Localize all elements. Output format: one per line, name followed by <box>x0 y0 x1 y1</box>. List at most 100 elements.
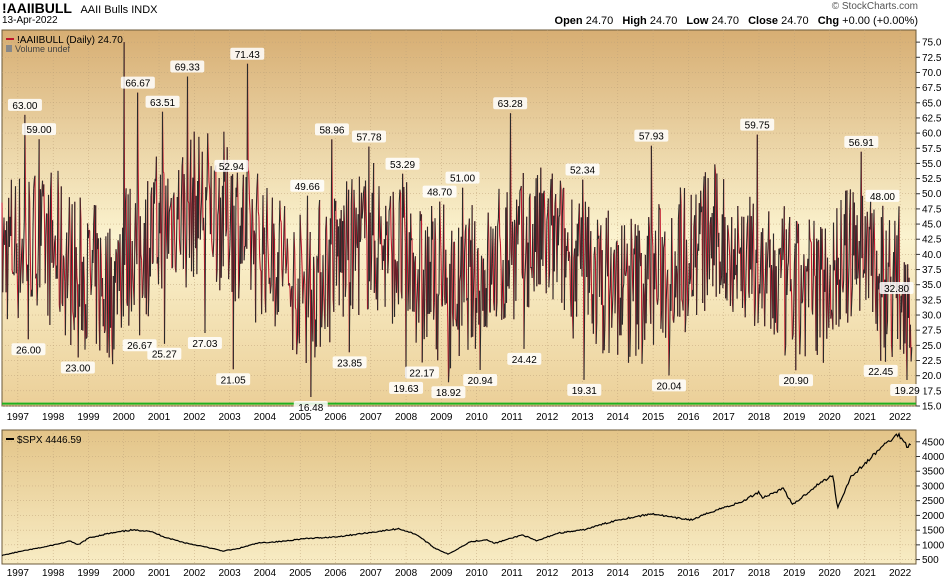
y-tick-label: 65.0 <box>922 98 942 109</box>
x-tick-label: 2001 <box>148 568 171 579</box>
value-annotation-bg <box>404 366 439 379</box>
x-tick-label: 2006 <box>324 568 347 579</box>
x-tick-label: 2000 <box>113 568 136 579</box>
value-annotation: 53.29 <box>390 160 415 171</box>
value-annotation-bg <box>314 123 349 136</box>
value-annotation-bg <box>22 123 57 136</box>
x-tick-label: 2019 <box>783 568 806 579</box>
value-annotation-bg <box>431 386 466 399</box>
value-annotation: 57.93 <box>639 132 664 143</box>
x-tick-label: 1998 <box>42 412 65 423</box>
y-tick-label: 3000 <box>922 481 945 492</box>
x-tick-label: 2003 <box>218 412 241 423</box>
y-tick-label: 2000 <box>922 511 945 522</box>
y-tick-label: 67.5 <box>922 83 942 94</box>
value-annotation: 59.00 <box>27 125 52 136</box>
value-annotation-bg <box>422 185 457 198</box>
y-tick-label: 50.0 <box>922 189 942 200</box>
x-tick-label: 2022 <box>889 568 912 579</box>
x-tick-label: 2014 <box>607 412 630 423</box>
value-annotation-bg <box>145 95 180 108</box>
x-tick-label: 2008 <box>395 412 418 423</box>
value-annotation: 23.85 <box>337 358 362 369</box>
y-tick-label: 40.0 <box>922 250 942 261</box>
x-tick-label: 2001 <box>148 412 171 423</box>
x-tick-label: 2005 <box>289 412 312 423</box>
value-annotation: 52.94 <box>219 162 244 173</box>
aaii-bulls-line-up <box>2 42 913 398</box>
y-tick-label: 1500 <box>922 526 945 537</box>
spx-panel: 500 1000 1500 2000 2500 3000 3500 4000 4500 1997 1… <box>1 429 945 579</box>
value-annotation: 56.91 <box>849 138 874 149</box>
y-tick-label: 72.5 <box>922 53 942 64</box>
x-tick-label: 1999 <box>77 568 100 579</box>
x-tick-label: 2010 <box>466 412 489 423</box>
x-tick-label: 2007 <box>360 568 383 579</box>
value-annotation: 20.90 <box>783 376 808 387</box>
value-annotation-bg <box>493 97 528 110</box>
value-annotation-bg <box>230 47 265 60</box>
x-tick-label: 2017 <box>713 568 736 579</box>
value-annotation: 22.17 <box>409 369 434 380</box>
value-annotation: 63.28 <box>498 99 523 110</box>
value-annotation-bg <box>120 76 155 89</box>
x-tick-label: 2022 <box>889 412 912 423</box>
value-annotation-bg <box>634 129 669 142</box>
value-annotation-bg <box>863 364 898 377</box>
y-tick-label: 42.5 <box>922 235 942 246</box>
y-tick-label: 27.5 <box>922 326 942 337</box>
x-tick-label: 2011 <box>501 568 523 579</box>
x-tick-label: 2015 <box>642 412 665 423</box>
spx-line <box>1 431 912 557</box>
value-annotation-bg <box>60 361 95 374</box>
y-tick-label: 4000 <box>922 452 945 463</box>
value-annotation-bg <box>187 337 222 350</box>
y-tick-label: 70.0 <box>922 68 942 79</box>
value-annotation: 48.70 <box>427 188 452 199</box>
value-annotation-bg <box>779 374 814 387</box>
y-tick-label: 20.0 <box>922 371 942 382</box>
x-tick-label: 2004 <box>254 412 277 423</box>
x-tick-label: 2020 <box>818 412 841 423</box>
value-annotation: 21.05 <box>221 375 246 386</box>
x-tick-label: 2004 <box>254 568 277 579</box>
bottom-plot-area <box>1 429 917 565</box>
high-label: High <box>622 15 647 27</box>
value-annotation-bg <box>332 356 367 369</box>
value-annotation: 59.75 <box>745 121 770 132</box>
y-tick-label: 500 <box>922 555 939 566</box>
value-annotation-bg <box>651 379 686 392</box>
y-tick-label: 45.0 <box>922 220 942 231</box>
value-annotation: 25.27 <box>152 350 177 361</box>
x-tick-label: 1997 <box>7 568 30 579</box>
x-tick-label: 2018 <box>748 412 771 423</box>
aaii-legend: !AAIIBULL (Daily) 24.70 <box>17 35 123 46</box>
y-tick-label: 35.0 <box>922 280 942 291</box>
value-annotation: 20.94 <box>468 376 493 387</box>
x-tick-label: 2007 <box>360 412 383 423</box>
value-annotation: 26.00 <box>16 345 41 356</box>
value-annotation: 58.96 <box>319 125 344 136</box>
stockcharts-brand[interactable]: © StockCharts.com <box>831 1 918 12</box>
value-annotation-bg <box>565 163 600 176</box>
y-tick-label: 30.0 <box>922 311 942 322</box>
value-annotation-bg <box>290 179 325 192</box>
x-tick-label: 2013 <box>571 412 594 423</box>
x-tick-label: 2011 <box>501 412 523 423</box>
value-annotation-bg <box>11 343 46 356</box>
value-annotation-bg <box>879 282 914 295</box>
low-value: 24.70 <box>711 15 740 27</box>
value-annotation-bg <box>507 352 542 365</box>
x-tick-label: 1998 <box>42 568 65 579</box>
value-annotation-bg <box>389 381 424 394</box>
value-annotation-bg <box>293 401 328 414</box>
value-annotation: 49.66 <box>295 182 320 193</box>
value-annotation-bg <box>865 189 900 202</box>
value-annotation: 27.03 <box>192 339 217 350</box>
y-tick-label: 32.5 <box>922 295 942 306</box>
value-annotation: 51.00 <box>450 174 475 185</box>
x-tick-label: 2009 <box>430 412 453 423</box>
aaii-bulls-panel: 15.0 17.5 20.0 22.5 25.0 27.5 30.0 32.5 35.0 37.5… <box>1 29 942 423</box>
value-annotation-bg <box>890 383 925 396</box>
